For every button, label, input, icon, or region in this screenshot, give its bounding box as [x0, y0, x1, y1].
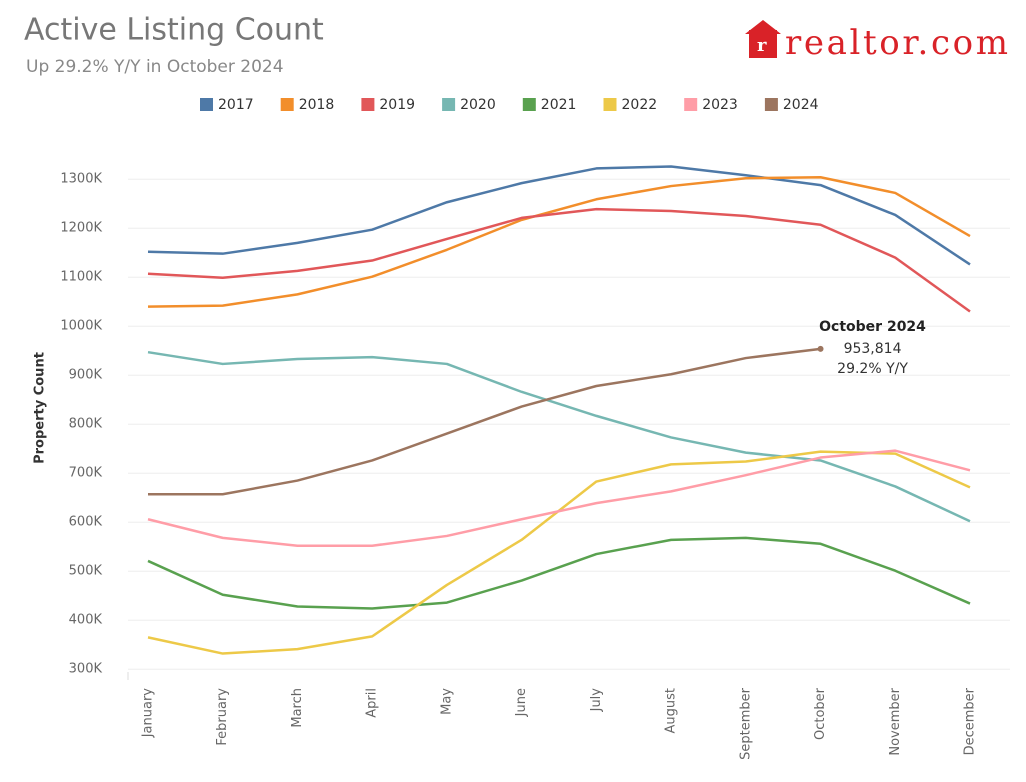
legend-label: 2023 — [702, 97, 738, 113]
legend-swatch — [280, 98, 294, 111]
series-line — [147, 536, 971, 610]
logo-roof — [745, 20, 781, 34]
logo-text: realtor.com — [785, 23, 1008, 63]
x-tick-label: September — [738, 687, 753, 760]
legend-label: 2020 — [460, 97, 496, 113]
legend-label: 2024 — [783, 97, 819, 113]
x-tick-label: November — [888, 687, 903, 755]
highlight-point — [817, 345, 824, 352]
logo: r realtor.com — [745, 20, 1009, 63]
annotation-value: 953,814 — [844, 341, 902, 357]
y-tick-label: 1300K — [60, 172, 102, 187]
legend-label: 2022 — [622, 97, 658, 113]
chart-title: Active Listing Count — [24, 13, 324, 48]
series-line — [147, 175, 971, 308]
y-tick-label: 700K — [69, 466, 103, 481]
logo-r: r — [757, 35, 767, 56]
y-tick-label: 1000K — [60, 319, 102, 334]
legend-swatch — [361, 98, 375, 111]
x-tick-label: August — [664, 688, 679, 734]
legend-swatch — [442, 98, 456, 111]
legend-swatch — [200, 98, 213, 111]
x-tick-label: April — [365, 688, 380, 718]
y-tick-label: 400K — [69, 613, 103, 628]
annotation-title: October 2024 — [819, 319, 926, 335]
legend-label: 2017 — [218, 97, 254, 113]
y-tick-label: 500K — [69, 564, 103, 579]
y-tick-label: 600K — [69, 515, 103, 530]
legend-swatch — [603, 98, 617, 111]
x-tick-label: June — [514, 688, 529, 717]
x-tick-label: February — [215, 688, 230, 746]
legend-swatch — [684, 98, 698, 111]
y-tick-label: 900K — [69, 368, 103, 383]
annotation-note: 29.2% Y/Y — [837, 361, 908, 377]
x-tick-label: July — [589, 688, 604, 713]
chart-subtitle: Up 29.2% Y/Y in October 2024 — [26, 57, 284, 77]
y-tick-label: 800K — [69, 417, 103, 432]
y-axis-label: Property Count — [33, 352, 48, 464]
y-tick-label: 300K — [69, 662, 103, 677]
series-line — [147, 207, 971, 313]
logo-icon — [749, 30, 777, 58]
legend-swatch — [522, 98, 536, 111]
legend-label: 2019 — [379, 97, 415, 113]
x-tick-label: January — [141, 688, 156, 739]
x-tick-label: May — [439, 688, 454, 715]
x-tick-label: December — [963, 687, 978, 755]
x-tick-label: March — [290, 688, 305, 728]
legend-swatch — [764, 98, 778, 111]
series-line — [147, 449, 971, 547]
series-line — [147, 165, 971, 266]
legend-label: 2021 — [541, 97, 577, 113]
y-tick-label: 1200K — [60, 221, 102, 236]
legend-label: 2018 — [299, 97, 335, 113]
series-line — [147, 350, 971, 523]
x-tick-label: October — [813, 687, 828, 740]
series-line — [148, 347, 821, 496]
y-tick-label: 1100K — [60, 270, 102, 285]
